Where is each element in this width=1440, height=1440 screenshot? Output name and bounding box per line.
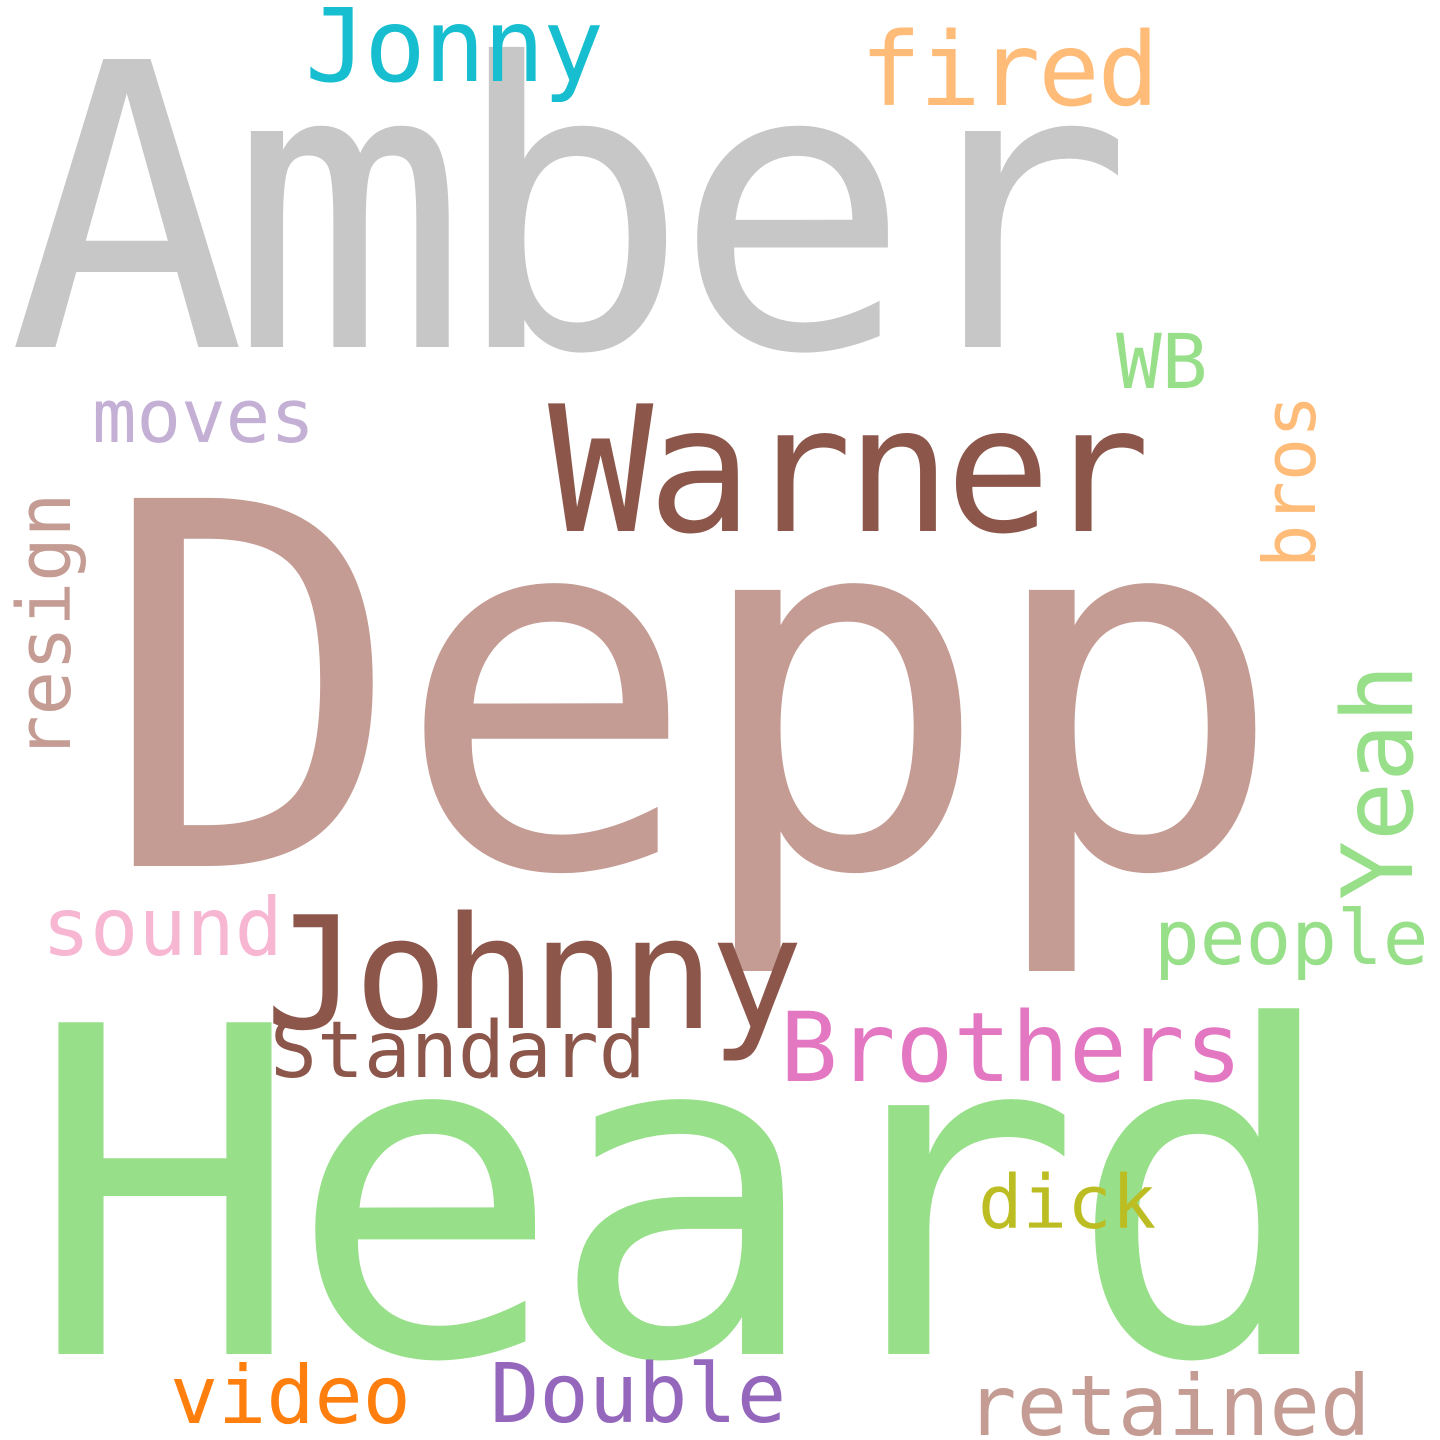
word-warner: Warner [548, 370, 1150, 573]
word-yeah: Yeah [1322, 663, 1436, 900]
word-people: people [1154, 893, 1429, 982]
word-depp: Depp [100, 398, 1286, 986]
word-bros: bros [1248, 394, 1332, 568]
word-retained: retained [966, 1357, 1371, 1440]
word-resign: resign [2, 492, 88, 760]
word-video: video [170, 1349, 411, 1440]
word-dick: dick [978, 1160, 1157, 1246]
word-wb: WB [1116, 317, 1208, 406]
word-sound: sound [42, 881, 283, 974]
word-moves: moves [92, 374, 315, 460]
word-johnny: Johnny [265, 883, 804, 1065]
word-jonny: Jonny [305, 0, 604, 106]
word-brothers: Brothers [780, 992, 1243, 1104]
word-heard: Heard [28, 933, 1342, 1440]
word-double: Double [490, 1347, 787, 1440]
word-amber: Amber [8, 0, 1133, 441]
word-standard: Standard [270, 1006, 646, 1096]
word-fired: fired [860, 11, 1159, 130]
